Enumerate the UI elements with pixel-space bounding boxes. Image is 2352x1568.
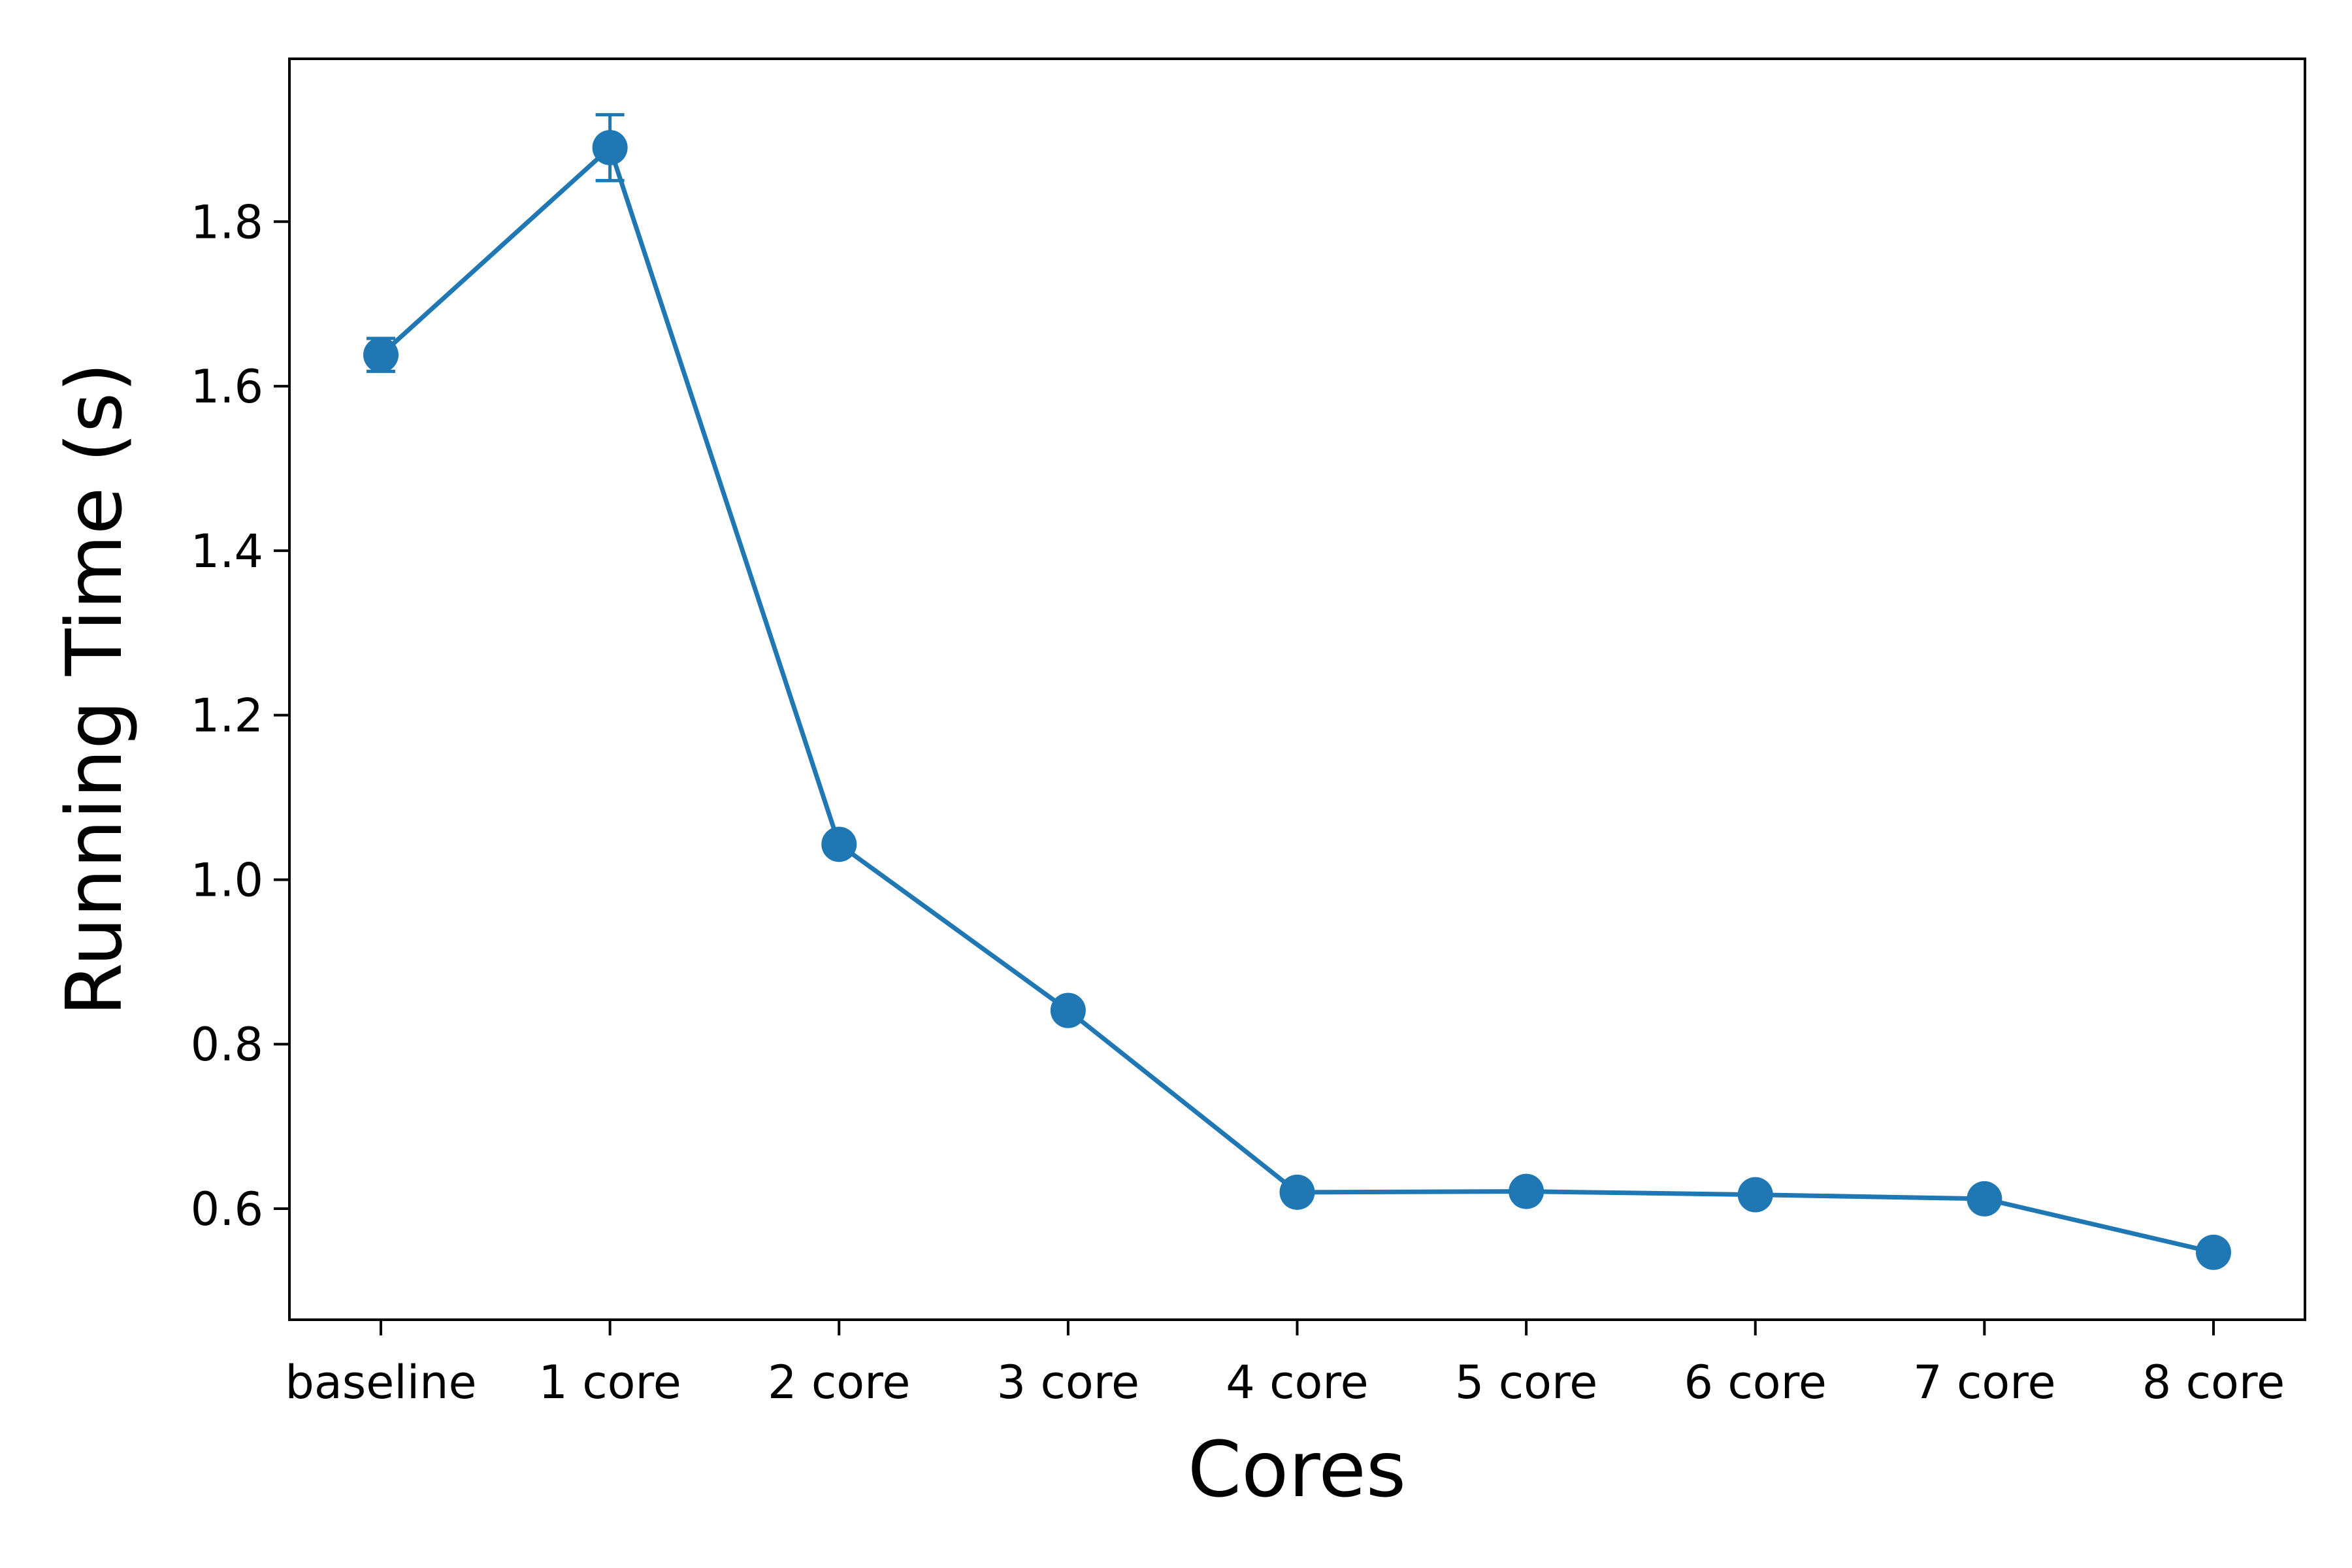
x-tick-label: 1 core bbox=[538, 1356, 681, 1409]
data-point bbox=[1050, 992, 1086, 1028]
x-tick-label: 4 core bbox=[1226, 1356, 1368, 1409]
y-tick-label: 1.2 bbox=[191, 689, 263, 743]
y-tick-label: 0.6 bbox=[191, 1183, 263, 1236]
data-point bbox=[1967, 1181, 2002, 1217]
x-tick-label: 5 core bbox=[1455, 1356, 1597, 1409]
x-tick-label: 2 core bbox=[768, 1356, 910, 1409]
data-point bbox=[1509, 1173, 1544, 1209]
x-tick-label: baseline bbox=[285, 1356, 476, 1409]
y-axis-title: Running Time (s) bbox=[49, 363, 139, 1017]
x-axis: baseline 1 core 2 core 3 core 4 core 5 core 6 … bbox=[285, 1320, 2285, 1409]
x-tick-label: 8 core bbox=[2142, 1356, 2285, 1409]
y-tick-label: 0.8 bbox=[191, 1018, 263, 1071]
data-point bbox=[1279, 1174, 1315, 1210]
y-tick-label: 1.8 bbox=[191, 195, 263, 249]
data-point bbox=[821, 826, 857, 862]
data-point bbox=[1737, 1177, 1773, 1213]
y-tick-label: 1.6 bbox=[191, 360, 263, 414]
x-tick-label: 3 core bbox=[997, 1356, 1139, 1409]
plot-marks bbox=[363, 113, 2231, 1270]
x-tick-label: 7 core bbox=[1913, 1356, 2055, 1409]
y-axis: 0.6 0.8 1.0 1.2 1.4 1.6 1.8 bbox=[191, 195, 289, 1236]
y-tick-label: 1.0 bbox=[191, 853, 263, 907]
x-axis-title: Cores bbox=[1188, 1424, 1407, 1514]
data-point bbox=[363, 337, 399, 373]
x-tick-label: 6 core bbox=[1684, 1356, 1827, 1409]
y-tick-label: 1.4 bbox=[191, 525, 263, 578]
data-point bbox=[592, 129, 628, 165]
data-point bbox=[2196, 1234, 2231, 1270]
